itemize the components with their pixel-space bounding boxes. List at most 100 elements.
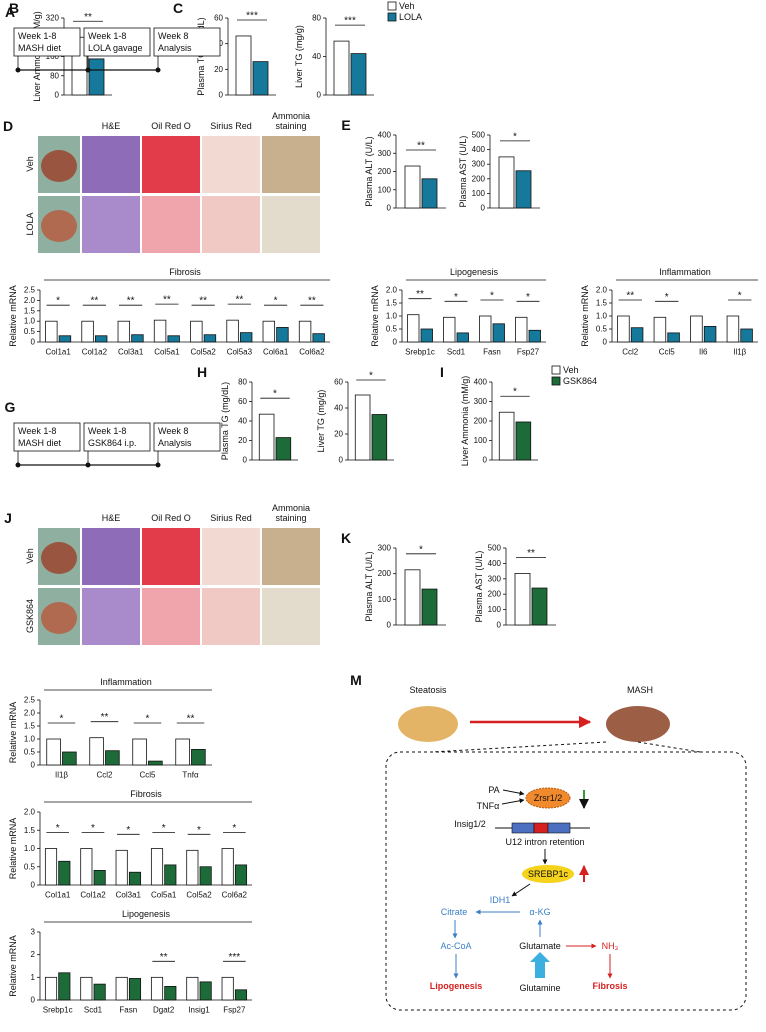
y-tick-label: 40 (312, 52, 321, 61)
nh3: NH₃ (602, 941, 619, 951)
column-header: staining (275, 121, 306, 131)
bar (528, 329, 541, 343)
bar (252, 61, 269, 96)
y-tick-label: 2.0 (24, 296, 36, 305)
bar (630, 327, 644, 343)
significance: ** (101, 712, 109, 723)
bar (150, 976, 164, 1001)
y-tick-label: 300 (378, 544, 392, 553)
y-tick-label: 0 (317, 91, 322, 100)
y-tick-label: 1.5 (386, 299, 398, 308)
y-tick-label: 20 (334, 430, 343, 439)
bar (276, 327, 289, 343)
bar (203, 334, 217, 343)
bar (515, 316, 528, 343)
liver-photo (41, 542, 77, 574)
bar (443, 316, 456, 343)
micrograph (202, 528, 260, 585)
x-tick-label: Col6a1 (263, 348, 289, 357)
significance: ** (163, 295, 171, 306)
micrograph (142, 136, 200, 193)
column-header: Ammonia (272, 111, 310, 121)
y-tick-label: 3 (31, 928, 36, 937)
dash (637, 741, 701, 753)
significance: *** (246, 10, 258, 21)
significance: ** (160, 952, 168, 963)
significance: ** (187, 714, 195, 725)
bar (421, 178, 438, 209)
timeline-text: Analysis (158, 43, 192, 53)
bar (150, 848, 164, 886)
bar (80, 976, 93, 1001)
mechanism-frame (385, 751, 747, 1011)
bar (404, 569, 421, 626)
x-tick-label: Il1β (733, 348, 746, 357)
y-tick-label: 0.5 (24, 327, 36, 336)
timeline-text: MASH diet (18, 43, 62, 53)
y-tick-label: 400 (472, 145, 486, 154)
y-tick-label: 60 (214, 14, 223, 23)
micrograph (142, 588, 200, 645)
timeline-box (13, 422, 81, 452)
x-tick-label: Fsp27 (223, 1006, 246, 1015)
timeline-text: Analysis (158, 438, 192, 448)
y-axis-label: Plasma TG (mg/dL) (220, 382, 230, 460)
y-tick-label: 100 (474, 436, 488, 445)
y-tick-label: 400 (488, 559, 502, 568)
y-tick-label: 0 (497, 621, 502, 630)
akg: α-KG (529, 907, 550, 917)
significance: *** (344, 16, 356, 27)
significance: ** (308, 296, 316, 307)
bar (667, 332, 680, 343)
y-tick-label: 1.0 (24, 317, 36, 326)
y-axis-label: Liver Ammonia (mM/g) (460, 376, 470, 467)
y-tick-label: 0 (603, 338, 608, 347)
arrow (501, 798, 525, 805)
x-tick-label: Srebp1c (405, 348, 435, 357)
glutamine: Glutamine (519, 983, 560, 993)
y-tick-label: 500 (488, 544, 502, 553)
bar (199, 981, 212, 1001)
y-tick-label: 0 (31, 996, 36, 1005)
y-tick-label: 20 (214, 65, 223, 74)
bar (456, 332, 469, 343)
micrograph (82, 588, 140, 645)
x-tick-label: Fsp27 (517, 348, 540, 357)
steatosis: Steatosis (409, 685, 447, 695)
timeline-text: Week 1-8 (18, 31, 56, 41)
micrograph (142, 528, 200, 585)
bar (93, 983, 106, 1001)
micrograph (262, 196, 320, 253)
bar (298, 320, 312, 343)
micrograph (82, 196, 140, 253)
y-tick-label: 1 (31, 973, 36, 982)
bar (81, 320, 94, 343)
significance: * (513, 387, 517, 398)
y-tick-label: 100 (472, 189, 486, 198)
y-tick-label: 0 (31, 761, 36, 770)
significance: * (126, 825, 130, 836)
bar (175, 738, 190, 766)
dash (431, 741, 607, 753)
column-header: H&E (102, 513, 121, 523)
x-tick-label: Tnfα (182, 771, 199, 780)
y-tick-label: 1.0 (24, 844, 36, 853)
bar (58, 335, 72, 343)
micrograph (262, 588, 320, 645)
x-tick-label: Col5a1 (154, 348, 180, 357)
significance: * (162, 823, 166, 834)
y-tick-label: 80 (238, 378, 247, 387)
y-tick-label: 300 (378, 149, 392, 158)
arrow (502, 789, 525, 796)
significance: * (56, 296, 60, 307)
x-tick-label: Col3a1 (116, 891, 142, 900)
liver-photo (41, 602, 77, 634)
significance: ** (235, 295, 243, 306)
bar (148, 760, 163, 766)
bar (371, 414, 388, 461)
group-title: Lipogenesis (122, 909, 171, 919)
bar (115, 849, 128, 886)
x-tick-label: Ccl5 (139, 771, 156, 780)
micrograph (82, 136, 140, 193)
y-tick-label: 2.5 (24, 696, 36, 705)
